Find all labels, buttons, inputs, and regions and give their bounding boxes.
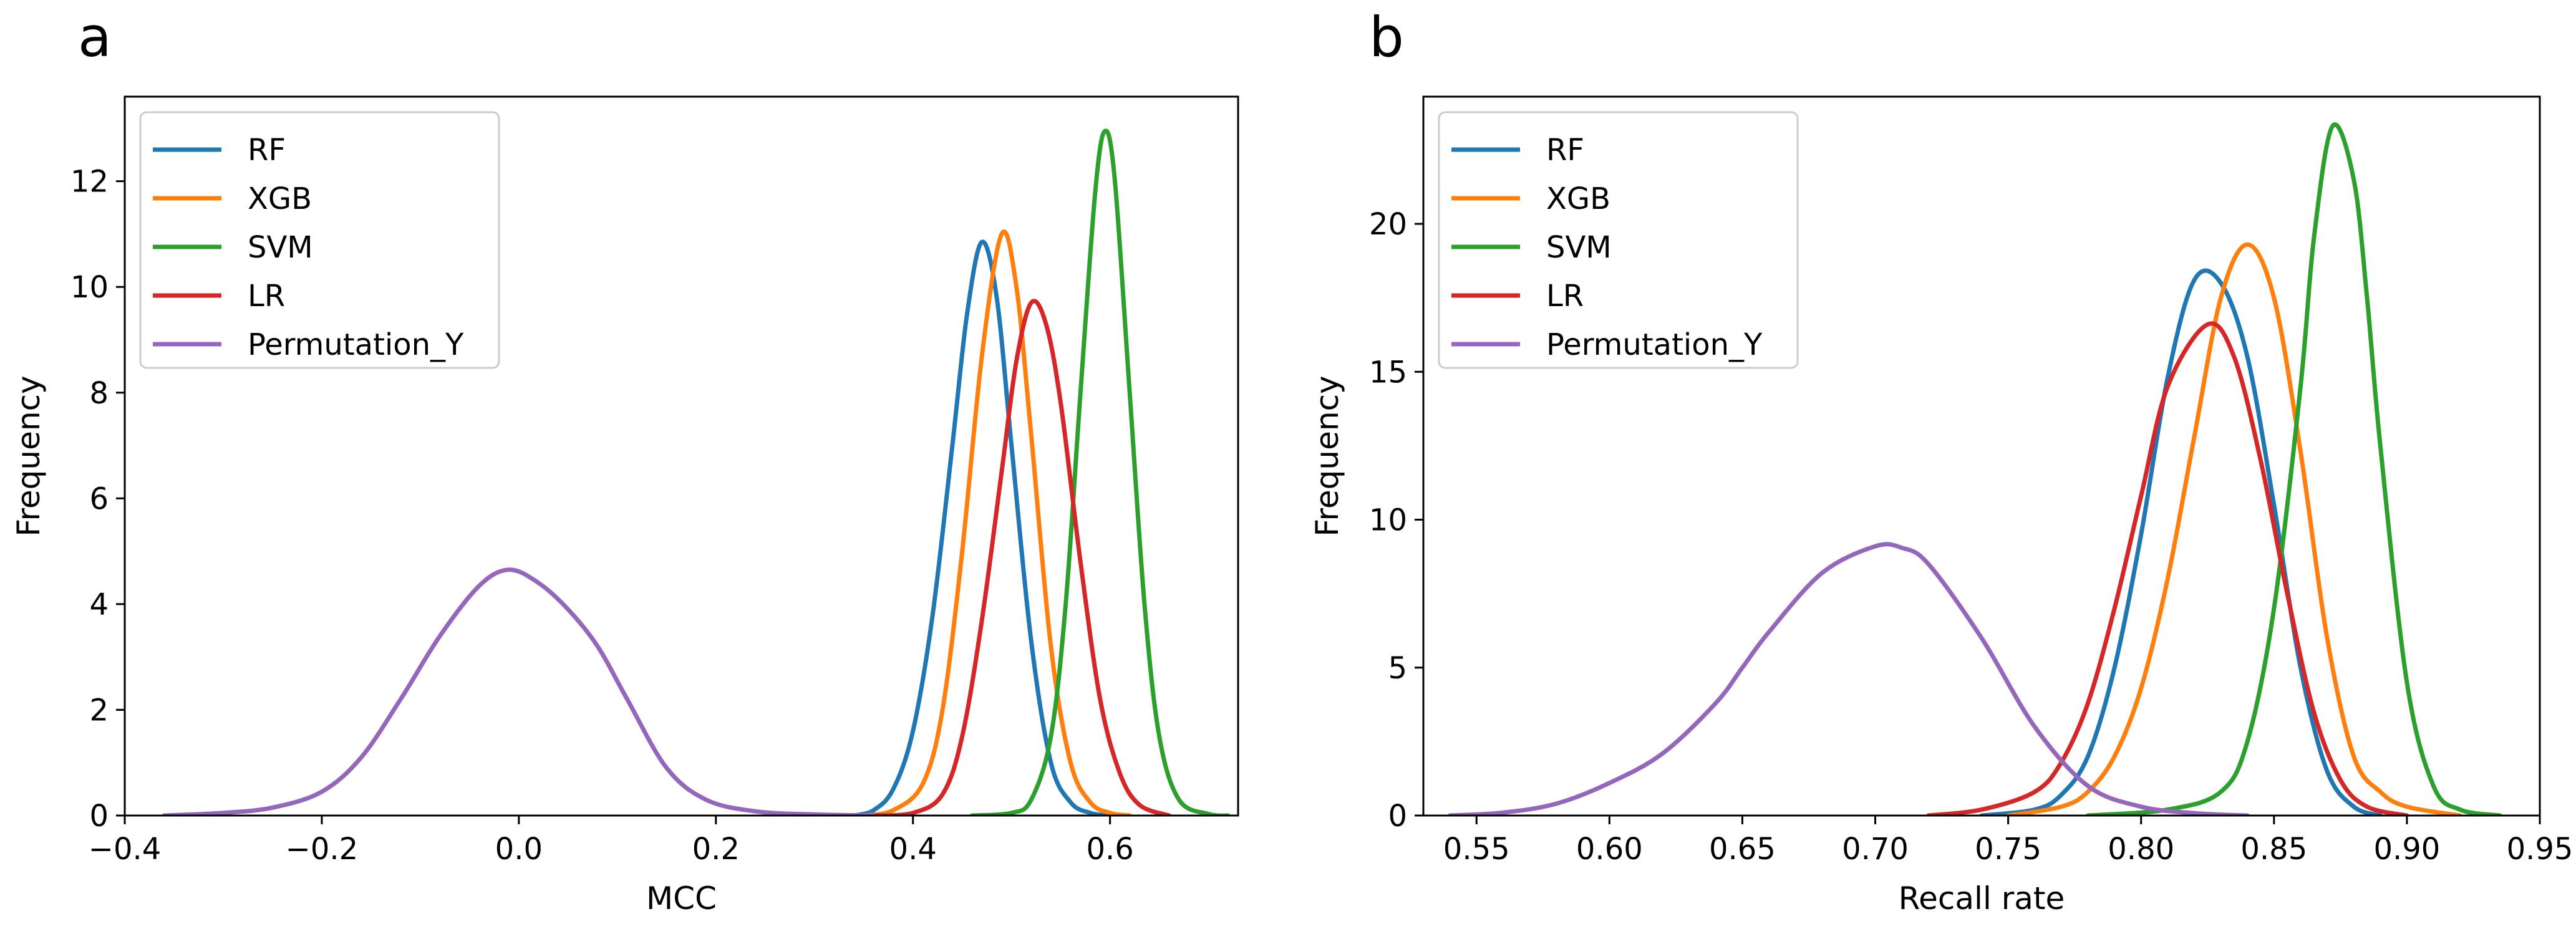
panel-b: b 0.55 0.60 0.65 0.70 0.75 0.80 0.85 0.90 0.95 0… xyxy=(1309,5,2573,917)
x-axis-label: MCC xyxy=(646,880,717,917)
y-tick-label: 4 xyxy=(89,587,109,622)
series-svm-line xyxy=(2086,122,2502,816)
legend-label-permutation-y: Permutation_Y xyxy=(1546,327,1763,362)
x-tick-label: 0.2 xyxy=(692,832,740,867)
legend-label-permutation-y: Permutation_Y xyxy=(248,327,464,362)
y-tick-label: 15 xyxy=(1369,355,1407,390)
series-permutation-y-line xyxy=(1448,542,2250,816)
y-tick-label: 6 xyxy=(89,481,109,516)
x-tick-label: 0.95 xyxy=(2507,832,2574,867)
y-axis-ticks: 0 2 4 6 8 10 12 xyxy=(70,165,125,834)
legend-label-xgb: XGB xyxy=(1546,181,1610,216)
x-tick-label: 0.75 xyxy=(1975,832,2041,867)
legend-frame xyxy=(1438,111,1799,369)
series-xgb-line xyxy=(861,229,1132,816)
panel-label: a xyxy=(78,5,112,69)
y-axis-label: Frequency xyxy=(11,375,47,536)
y-tick-label: 5 xyxy=(1388,651,1407,686)
series-rf-line xyxy=(851,239,1113,816)
series-svm-line xyxy=(970,128,1231,816)
legend: RF XGB SVM LR Permutation_Y xyxy=(1438,111,1799,369)
plot-area xyxy=(123,95,1239,817)
y-tick-label: 8 xyxy=(89,376,109,411)
legend-label-rf: RF xyxy=(1546,133,1584,168)
y-tick-label: 20 xyxy=(1369,207,1407,242)
x-tick-label: −0.2 xyxy=(286,832,359,867)
x-tick-label: 0.65 xyxy=(1709,832,1776,867)
panel-a: a −0.4 −0.2 0.0 0.2 0.4 0.6 0 2 4 6 8 10 12 MCC Fre… xyxy=(11,5,1239,917)
legend: RF XGB SVM LR Permutation_Y xyxy=(139,111,500,369)
y-tick-label: 2 xyxy=(89,693,109,728)
series-xgb-line xyxy=(2006,242,2462,816)
curves xyxy=(1448,122,2502,816)
legend-label-xgb: XGB xyxy=(248,181,312,216)
y-tick-label: 0 xyxy=(1388,799,1407,834)
curves xyxy=(162,128,1231,816)
y-tick-label: 0 xyxy=(89,799,109,834)
series-permutation-y-line xyxy=(162,567,876,816)
legend-frame xyxy=(139,111,500,369)
x-axis-ticks: −0.4 −0.2 0.0 0.2 0.4 0.6 xyxy=(89,816,1134,867)
x-tick-label: 0.60 xyxy=(1576,832,1643,867)
x-tick-label: 0.90 xyxy=(2373,832,2440,867)
y-tick-label: 10 xyxy=(1369,503,1407,538)
legend-label-lr: LR xyxy=(248,279,285,314)
x-tick-label: 0.85 xyxy=(2240,832,2307,867)
plot-area xyxy=(1422,95,2541,817)
panel-label: b xyxy=(1369,5,1404,69)
legend-label-lr: LR xyxy=(1546,279,1584,314)
y-tick-label: 10 xyxy=(70,270,109,305)
series-lr-line xyxy=(871,299,1171,816)
x-tick-label: 0.4 xyxy=(889,832,937,867)
x-tick-label: 0.80 xyxy=(2108,832,2174,867)
y-tick-label: 12 xyxy=(70,165,109,200)
x-tick-label: 0.70 xyxy=(1842,832,1909,867)
y-axis-ticks: 0 5 10 15 20 xyxy=(1369,207,1423,834)
series-rf-line xyxy=(1979,268,2383,816)
x-tick-label: 0.55 xyxy=(1443,832,1510,867)
y-axis-label: Frequency xyxy=(1309,375,1345,536)
legend-label-rf: RF xyxy=(248,133,286,168)
x-tick-label: −0.4 xyxy=(89,832,162,867)
x-axis-label: Recall rate xyxy=(1899,880,2065,917)
legend-label-svm: SVM xyxy=(1546,230,1612,265)
x-axis-ticks: 0.55 0.60 0.65 0.70 0.75 0.80 0.85 0.90 0.95 xyxy=(1443,816,2574,867)
x-tick-label: 0.0 xyxy=(495,832,543,867)
legend-label-svm: SVM xyxy=(248,230,313,265)
x-tick-label: 0.6 xyxy=(1086,832,1133,867)
